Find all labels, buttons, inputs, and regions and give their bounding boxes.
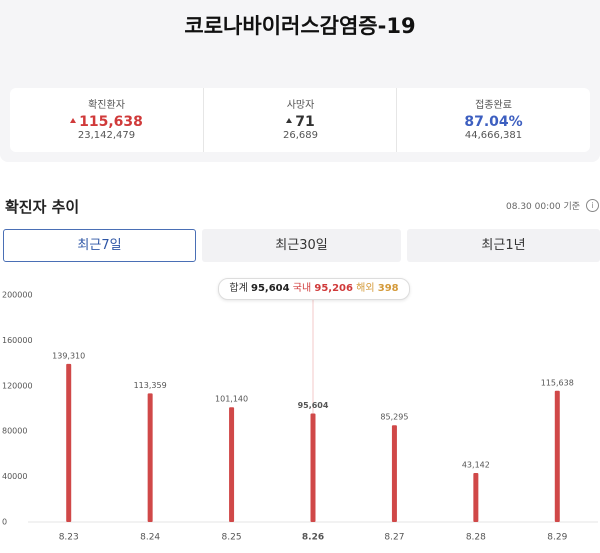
y-tick-label: 0 <box>2 518 7 527</box>
stats-card: 확진환자 115,638 23,142,479 사망자 71 26,689 접종… <box>10 88 590 152</box>
tooltip-value: 398 <box>377 283 399 294</box>
value-label: 95,604 <box>298 401 329 410</box>
info-icon[interactable]: i <box>586 199 599 212</box>
value-label: 101,140 <box>215 395 248 404</box>
stat: 확진환자 115,638 23,142,479 <box>10 88 203 152</box>
stat-total: 26,689 <box>283 130 318 141</box>
x-tick-label: 8.27 <box>384 533 404 543</box>
x-tick-label: 8.25 <box>222 533 242 543</box>
tooltip-label: 국내 <box>292 283 312 294</box>
bar <box>147 393 153 522</box>
stat-label: 접종완료 <box>475 100 512 111</box>
stat-total: 23,142,479 <box>77 130 136 141</box>
stat-label: 확진환자 <box>88 100 125 111</box>
tab[interactable]: 최근1년 <box>407 229 600 262</box>
bar <box>554 390 560 522</box>
stat-number: 71 <box>295 114 315 130</box>
stat: 사망자 71 26,689 <box>203 88 397 152</box>
stat-label: 사망자 <box>286 100 315 111</box>
bar <box>391 425 397 522</box>
value-label: 85,295 <box>380 413 408 422</box>
tab[interactable]: 최근30일 <box>202 229 401 262</box>
tab[interactable]: 최근7일 <box>3 229 196 262</box>
x-tick-label: 8.23 <box>59 533 79 543</box>
x-tick-label: 8.29 <box>547 533 567 543</box>
tooltip: 합계 95,604 국내 95,206 해외 398 <box>218 278 410 300</box>
stat: 접종완료 87.04% 44,666,381 <box>396 88 590 152</box>
y-tick-label: 160000 <box>2 336 33 345</box>
value-label: 113,359 <box>134 381 167 390</box>
x-tick-label: 8.26 <box>302 533 324 543</box>
value-label: 43,142 <box>462 461 490 470</box>
section-title: 확진자 추이 <box>5 198 80 216</box>
bar <box>229 407 235 522</box>
stat-total: 44,666,381 <box>464 130 523 141</box>
x-tick-label: 8.24 <box>140 533 160 543</box>
value-label: 115,638 <box>541 378 574 387</box>
stat-value: 87.04% <box>464 114 523 130</box>
stat-value: 115,638 <box>10 114 203 130</box>
y-tick-label: 200000 <box>2 291 33 300</box>
tooltip-label: 해외 <box>356 283 375 294</box>
as-of: 08.30 00:00 기준 <box>506 202 580 212</box>
x-tick-label: 8.28 <box>466 533 486 543</box>
page-title: 코로나바이러스감염증-19 <box>184 14 416 38</box>
bar <box>473 473 479 522</box>
stat-number: 115,638 <box>79 114 143 130</box>
stat-value: 71 <box>204 114 397 130</box>
value-label: 139,310 <box>52 351 85 360</box>
bar <box>66 363 72 522</box>
y-tick-label: 40000 <box>2 472 27 481</box>
tooltip-value: 95,604 <box>250 283 290 294</box>
y-tick-label: 80000 <box>2 427 27 436</box>
bar <box>310 413 316 522</box>
tooltip-label: 합계 <box>229 283 248 294</box>
tooltip-value: 95,206 <box>314 283 353 294</box>
y-tick-label: 120000 <box>2 381 33 390</box>
